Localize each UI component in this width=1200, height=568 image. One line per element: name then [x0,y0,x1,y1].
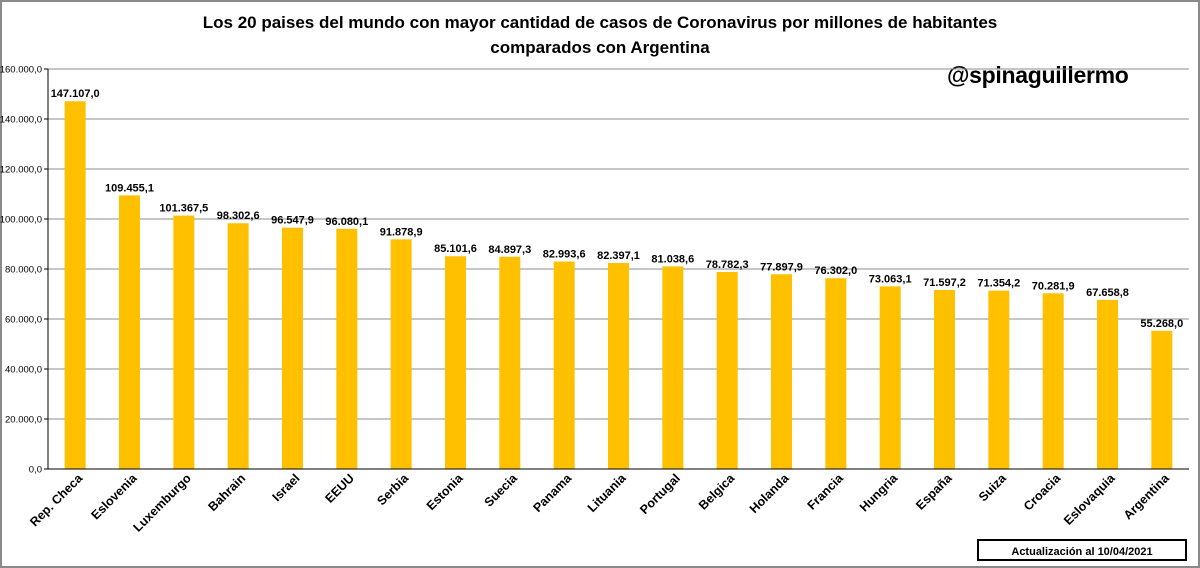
data-label: 96.080,1 [325,216,368,228]
update-note: Actualización al 10/04/2021 [977,539,1187,561]
data-label: 91.878,9 [380,226,423,238]
data-label: 81.038,6 [651,253,694,265]
bar [1151,330,1173,469]
y-tick-label: 0,0 [29,465,42,476]
bar [499,256,521,469]
data-label: 85.101,6 [434,243,477,255]
data-label: 98.302,6 [217,210,260,222]
bar [988,290,1010,469]
data-label: 84.897,3 [488,244,531,256]
bar [608,263,629,469]
data-label: 71.597,2 [923,277,966,289]
y-tick-label: 60.000,0 [5,315,42,326]
x-tick-label: Croacia [1021,470,1064,513]
bar [879,286,901,469]
x-tick-label: Holanda [747,470,793,516]
bar [1042,293,1064,469]
data-label: 67.658,8 [1086,287,1129,299]
bar [227,223,249,469]
x-tick-label: Argentina [1121,470,1173,522]
x-tick-label: Bahrain [205,471,248,514]
x-tick-label: Rep. Checa [27,470,86,529]
x-tick-label: Portugal [637,471,683,517]
bar [173,215,195,469]
x-tick-label: Eslovenia [88,470,140,522]
data-label: 78.782,3 [706,259,749,271]
data-label: 147.107,0 [51,88,100,100]
bar [553,261,575,469]
x-tick-label: EEUU [322,471,356,505]
y-tick-label: 120.000,0 [0,165,42,176]
data-labels: 147.107,0 109.455,1 101.367,5 98.302,6 96.54… [51,88,1184,330]
x-tick-label: Serbia [374,470,412,508]
data-label: 82.993,6 [543,249,586,261]
bar [662,266,684,469]
x-tick-label: Hungria [857,470,901,514]
chart-title-line-2: comparados con Argentina [490,38,710,57]
bar [336,228,358,469]
x-tick-label: Belgica [696,470,738,512]
data-label: 70.281,9 [1032,280,1075,292]
bar [934,290,955,469]
y-tick-label: 80.000,0 [5,265,42,276]
x-tick-label: Luxemburgo [131,471,195,535]
x-tick-label: Suecia [482,470,521,509]
chart-title-line-1: Los 20 paises del mundo con mayor cantid… [202,13,998,32]
data-label: 101.367,5 [159,203,208,215]
bar [1097,299,1118,469]
data-label: 109.455,1 [105,182,154,194]
x-tick-label: Lituania [585,470,630,515]
data-label: 71.354,2 [977,278,1020,290]
data-label: 55.268,0 [1140,318,1183,330]
bar [771,274,792,469]
y-tick-label: 40.000,0 [5,365,42,376]
x-tick-label: Francia [805,470,847,512]
data-label: 73.063,1 [869,273,912,285]
bar [390,239,412,469]
bar [825,278,847,469]
y-tick-label: 160.000,0 [0,65,42,76]
bar [282,227,303,469]
x-tick-label: Eslovaquia [1061,470,1118,527]
chart-title: Los 20 paises del mundo con mayor cantid… [100,10,1100,60]
data-label: 77.897,9 [760,261,803,273]
y-tick-label: 20.000,0 [5,415,42,426]
bar [119,195,140,469]
data-label: 96.547,9 [271,215,314,227]
x-tick-label: España [913,470,955,512]
watermark: @spinaguillermo [947,62,1129,88]
x-tick-label: Panama [530,470,575,515]
data-label: 82.397,1 [597,250,640,262]
x-tick-label: Israel [270,471,303,504]
bar [64,101,86,470]
data-label: 76.302,0 [814,265,857,277]
bars [64,101,1173,470]
y-tick-label: 140.000,0 [0,115,42,126]
y-tick-label: 100.000,0 [0,215,42,226]
x-tick-label: Suiza [976,470,1010,504]
bar [445,256,466,469]
x-tick-label: Estonia [424,470,467,513]
bar [716,272,738,469]
